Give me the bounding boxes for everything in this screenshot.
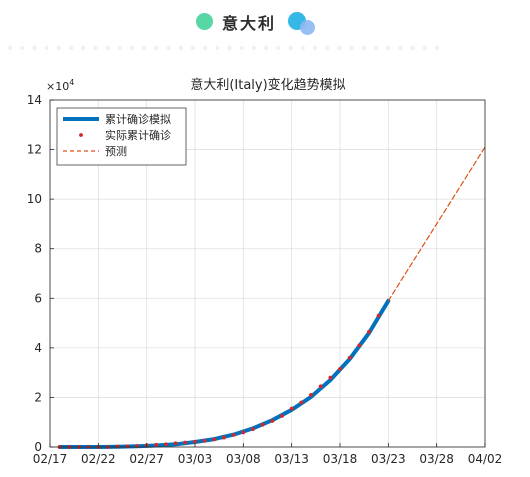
divider-dot bbox=[142, 45, 147, 51]
divider-dot bbox=[361, 45, 366, 51]
x-tick-label: 03/13 bbox=[274, 452, 309, 466]
divider-dot bbox=[337, 45, 342, 51]
simulated-cumulative-line bbox=[57, 298, 391, 449]
divider-dot bbox=[20, 45, 25, 51]
data-point-actual bbox=[183, 440, 188, 445]
x-tick-label: 03/03 bbox=[178, 452, 213, 466]
header: 意大利 bbox=[0, 0, 530, 60]
divider-dot bbox=[105, 45, 110, 51]
data-point-actual bbox=[357, 343, 362, 348]
divider-dot bbox=[373, 45, 379, 51]
divider-dot bbox=[32, 45, 37, 51]
axes-box bbox=[49, 99, 486, 448]
data-point-actual bbox=[260, 422, 265, 427]
data-point-actual bbox=[241, 430, 246, 435]
y-tick-label: 14 bbox=[27, 93, 42, 107]
divider-dot bbox=[422, 45, 427, 51]
divider-dot bbox=[300, 45, 305, 51]
divider-dot bbox=[68, 45, 74, 51]
y-tick-label: 8 bbox=[34, 242, 42, 256]
divider-dot bbox=[239, 45, 244, 51]
divider-dot bbox=[7, 45, 13, 51]
data-point-actual bbox=[318, 384, 323, 389]
x-tick-label: 03/28 bbox=[419, 452, 454, 466]
divider-dot bbox=[154, 45, 159, 51]
divider-dot bbox=[288, 45, 293, 51]
data-point-actual bbox=[115, 444, 120, 449]
data-point-actual bbox=[270, 419, 275, 423]
divider-dot bbox=[325, 45, 330, 51]
legend-label: 实际累计确诊 bbox=[105, 128, 171, 142]
divider-dot bbox=[44, 45, 49, 51]
divider-dot bbox=[215, 45, 220, 51]
data-point-actual bbox=[212, 437, 217, 442]
divider-dot bbox=[386, 45, 391, 51]
x-tick-label: 03/08 bbox=[226, 452, 261, 466]
divider-dot bbox=[410, 45, 415, 51]
divider-dot bbox=[203, 45, 208, 51]
data-point-actual bbox=[231, 432, 236, 437]
chart: 02/17 02/22 02/27 03/03 03/08 03/13 03/18 03/23… bbox=[27, 77, 503, 466]
data-point-actual bbox=[347, 355, 352, 360]
divider-dot bbox=[264, 45, 269, 51]
y-tick-label: 10 bbox=[27, 192, 42, 206]
divider-dot bbox=[81, 45, 86, 51]
divider-dot bbox=[178, 45, 183, 51]
divider-dot bbox=[117, 45, 123, 51]
data-point-actual bbox=[309, 393, 313, 397]
ticks: 02/17 02/22 02/27 03/03 03/08 03/13 03/18 03/23… bbox=[27, 93, 503, 466]
divider-dot bbox=[129, 45, 135, 51]
x-tick-label: 02/22 bbox=[81, 452, 116, 466]
data-point-actual bbox=[164, 442, 168, 447]
data-point-actual bbox=[173, 441, 178, 446]
legend-label: 累计确诊模拟 bbox=[105, 112, 171, 126]
chart-title: 意大利(Italy)变化趋势模拟 bbox=[190, 77, 345, 93]
data-point-actual bbox=[299, 400, 304, 405]
x-tick-label: 03/23 bbox=[371, 452, 406, 466]
data-point-actual bbox=[193, 439, 197, 444]
data-point-actual bbox=[154, 442, 159, 447]
divider-dot bbox=[166, 45, 171, 51]
y-multiplier-label: ×104 bbox=[46, 78, 74, 93]
forecast-line bbox=[387, 146, 486, 302]
data-point-actual bbox=[202, 438, 207, 443]
x-tick-label: 03/18 bbox=[323, 452, 358, 466]
legend-marker-actual bbox=[79, 133, 83, 137]
y-tick-label: 4 bbox=[34, 341, 42, 355]
divider-dot bbox=[227, 45, 232, 51]
y-tick-label: 6 bbox=[34, 291, 42, 305]
dotted-divider bbox=[7, 45, 440, 51]
data-point-actual bbox=[251, 427, 255, 432]
light-blue-circle-icon bbox=[300, 20, 315, 35]
y-tick-label: 0 bbox=[34, 440, 42, 454]
data-point-actual bbox=[328, 375, 333, 380]
x-tick-label: 02/17 bbox=[33, 452, 68, 466]
data-point-actual bbox=[289, 406, 294, 411]
page-title: 意大利 bbox=[222, 14, 277, 33]
data-point-actual bbox=[125, 444, 130, 449]
divider-dot bbox=[93, 45, 98, 51]
y-multiplier-exp: 4 bbox=[69, 78, 74, 87]
divider-dot bbox=[56, 45, 61, 51]
y-tick-label: 2 bbox=[34, 390, 42, 404]
divider-dot bbox=[190, 45, 196, 51]
data-point-actual bbox=[376, 313, 381, 318]
y-tick-label: 12 bbox=[27, 143, 42, 157]
data-point-actual bbox=[280, 414, 284, 418]
data-point-actual bbox=[338, 367, 342, 371]
divider-dot bbox=[251, 45, 257, 51]
data-point-actual bbox=[367, 329, 371, 334]
x-tick-label: 04/02 bbox=[468, 452, 503, 466]
x-tick-label: 02/27 bbox=[129, 452, 164, 466]
y-multiplier-base: ×10 bbox=[46, 80, 69, 93]
divider-dot bbox=[349, 45, 354, 51]
data-point-actual bbox=[222, 435, 226, 440]
divider-dot bbox=[276, 45, 281, 51]
legend-label: 预测 bbox=[105, 145, 127, 158]
divider-dot bbox=[312, 45, 318, 51]
green-circle-icon bbox=[196, 13, 213, 30]
divider-dot bbox=[398, 45, 403, 51]
divider-dot bbox=[434, 45, 440, 51]
